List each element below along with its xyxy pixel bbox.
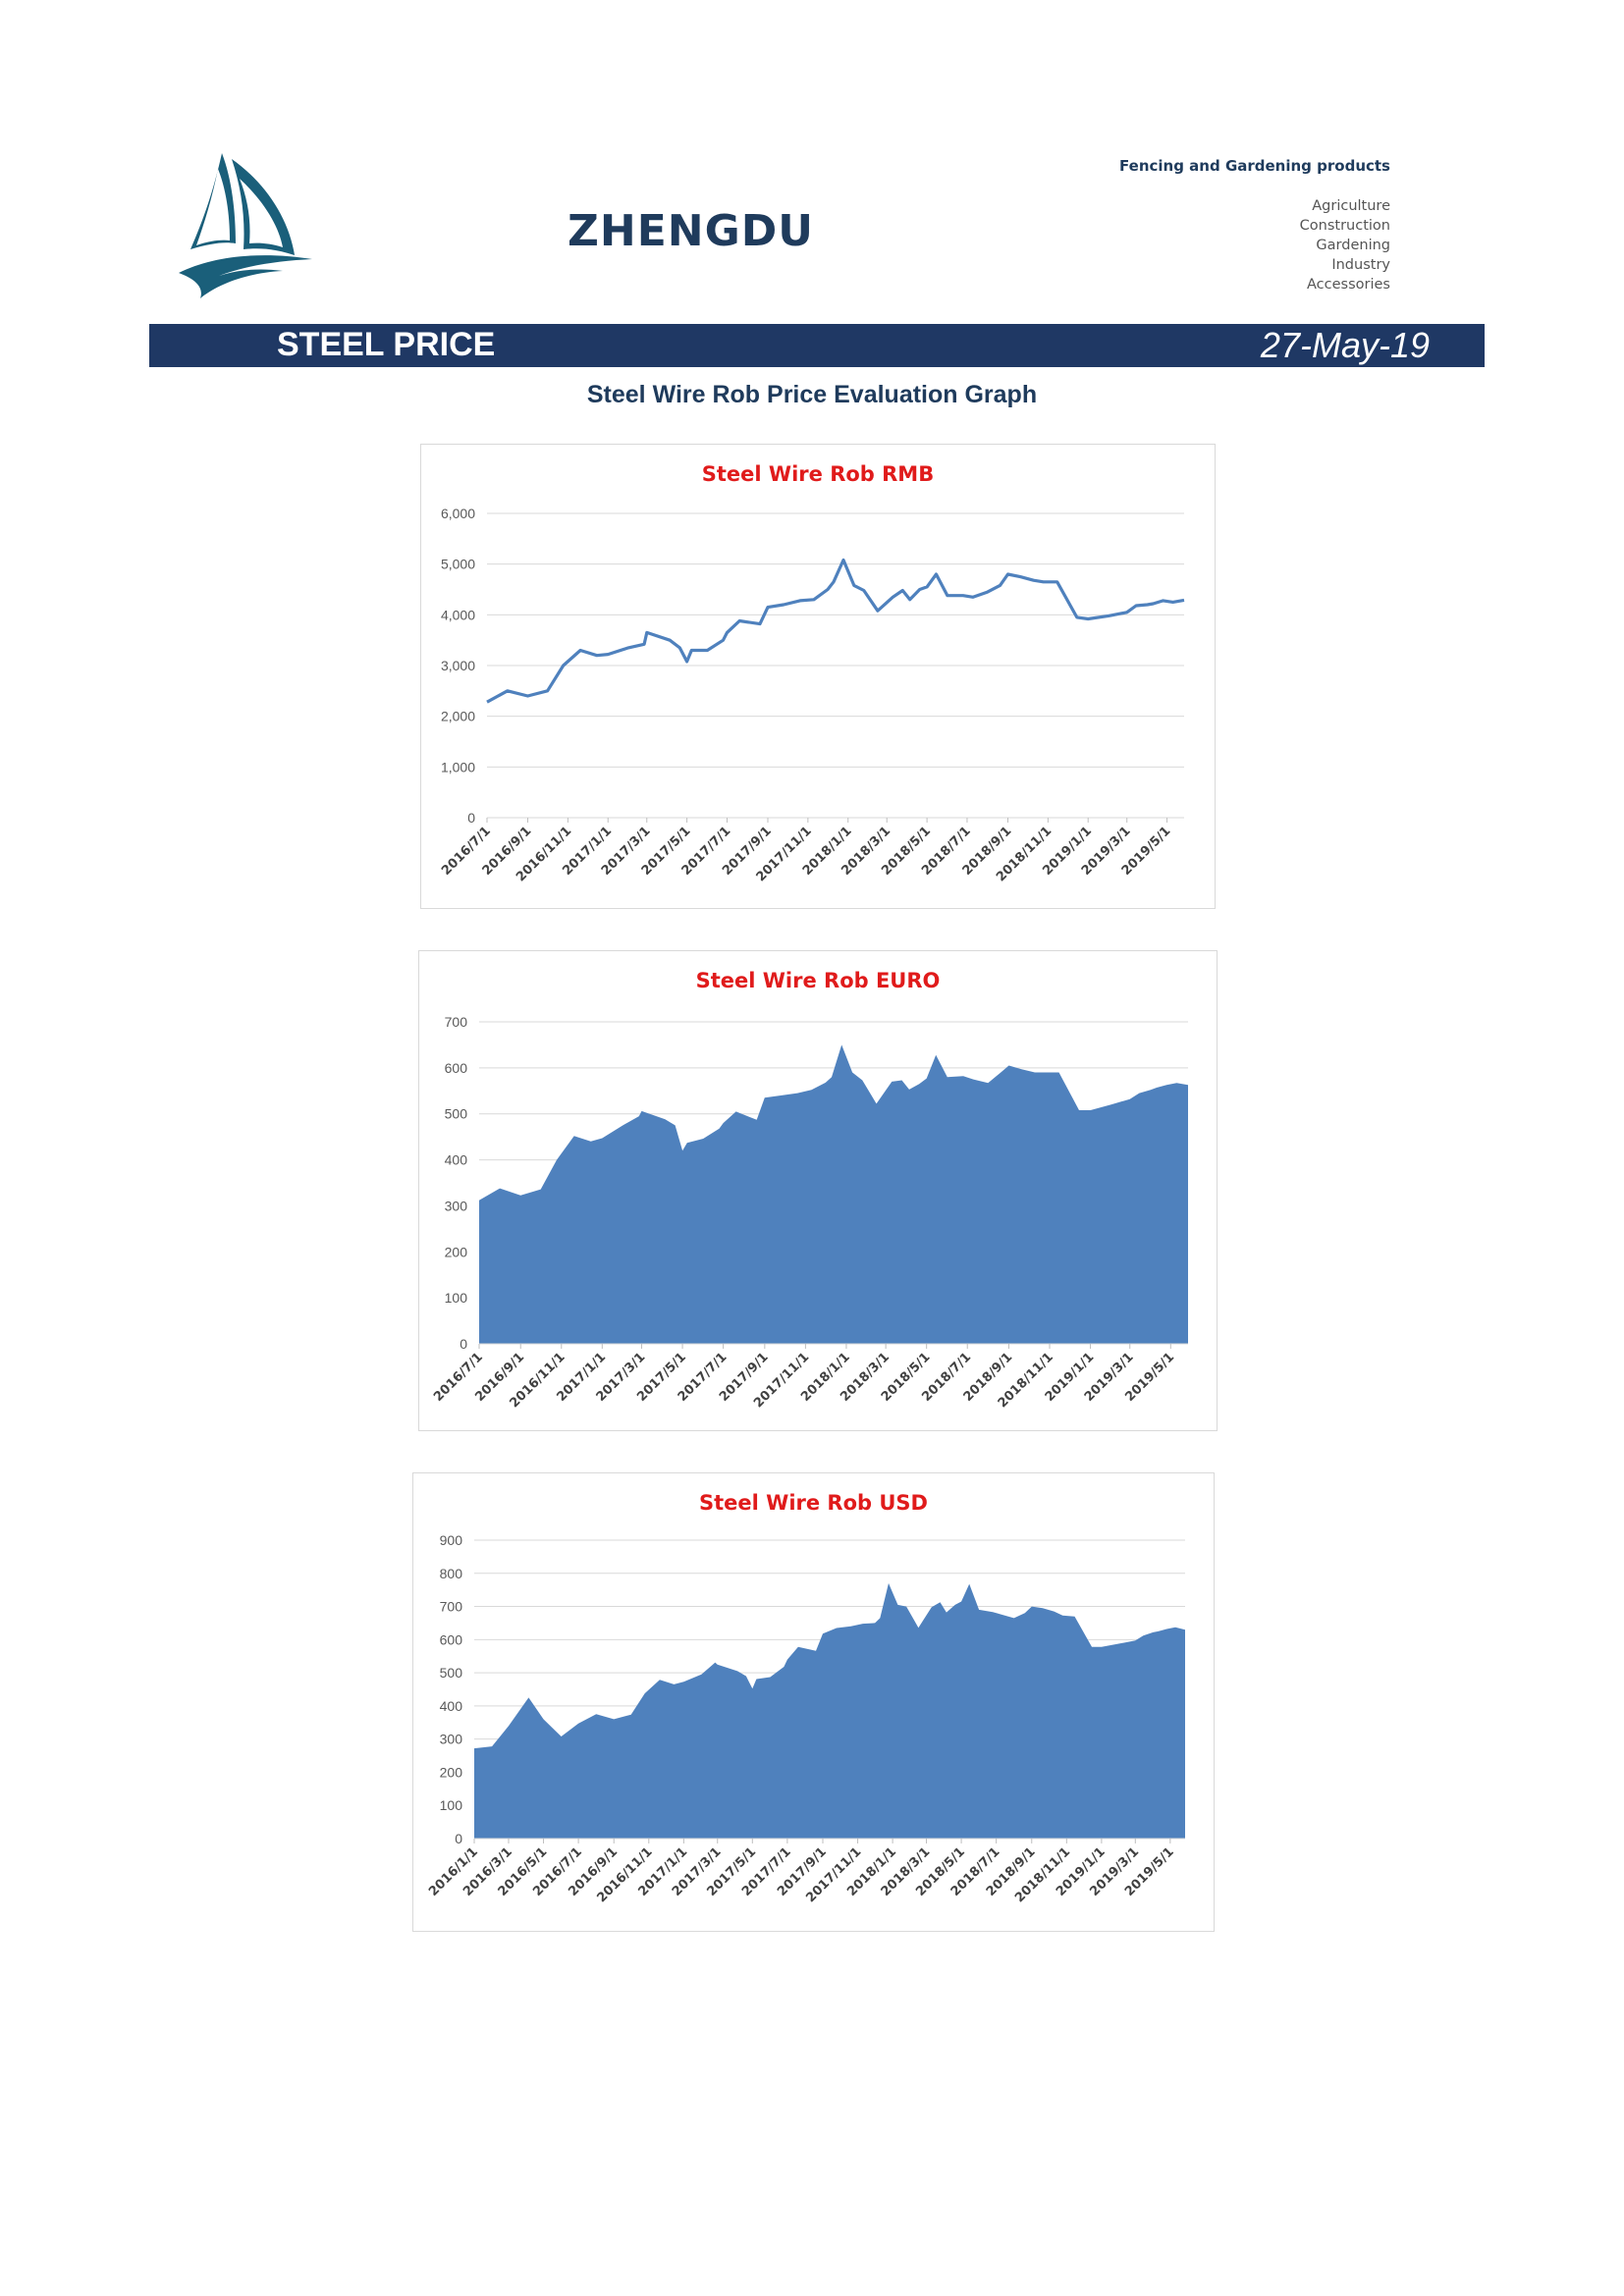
zhengdu-sailboat-logo xyxy=(179,153,312,298)
brand-name: ZHENGDU xyxy=(568,206,814,256)
y-tick-label: 300 xyxy=(445,1198,468,1213)
chart-title: Steel Wire Rob USD xyxy=(699,1491,928,1515)
sector-item: Gardening xyxy=(1316,238,1390,253)
chart-rmb: Steel Wire Rob RMB 0 1,000 2,000 3,000 4,000… xyxy=(420,444,1216,909)
chart-rmb-plot: 01,0002,0003,0004,0005,0006,0002016/7/12… xyxy=(439,506,1185,884)
y-tick-label: 3,000 xyxy=(441,658,475,673)
y-tick-label: 400 xyxy=(440,1698,463,1714)
series-line xyxy=(486,558,1185,704)
y-tick-label: 300 xyxy=(440,1732,463,1747)
y-tick-label: 4,000 xyxy=(441,607,475,622)
chart-usd-plot: 01002003004005006007008009002016/1/12016… xyxy=(426,1532,1185,1905)
y-tick-label: 100 xyxy=(440,1797,463,1813)
y-tick-label: 700 xyxy=(440,1599,463,1615)
banner-title: STEEL PRICE xyxy=(277,326,496,363)
logo-waves xyxy=(179,255,312,298)
y-tick-label: 2,000 xyxy=(441,709,475,724)
y-tick-label: 200 xyxy=(440,1764,463,1780)
y-tick-label: 800 xyxy=(440,1566,463,1581)
y-tick-label: 900 xyxy=(440,1532,463,1548)
series-area xyxy=(479,1044,1188,1344)
y-tick-label: 200 xyxy=(445,1244,468,1259)
series-area xyxy=(474,1582,1185,1839)
y-tick-label: 0 xyxy=(455,1831,462,1846)
chart-usd: Steel Wire Rob USD 0 100 200 300 400 500 600 70… xyxy=(412,1472,1215,1932)
y-tick-label: 5,000 xyxy=(441,557,475,572)
y-tick-label: 100 xyxy=(445,1290,468,1306)
banner-date: 27-May-19 xyxy=(1260,325,1430,365)
chart-euro: Steel Wire Rob EURO 0 100 200 300 400 500 600 7… xyxy=(418,950,1218,1431)
y-tick-label: 0 xyxy=(467,810,475,826)
tagline: Fencing and Gardening products xyxy=(1119,157,1390,175)
y-tick-label: 600 xyxy=(440,1631,463,1647)
y-tick-label: 400 xyxy=(445,1152,468,1168)
y-tick-label: 0 xyxy=(460,1336,467,1352)
y-tick-label: 500 xyxy=(445,1106,468,1122)
steel-price-banner: STEEL PRICE 27-May-19 xyxy=(149,324,1485,367)
sector-list: Agriculture Construction Gardening Indus… xyxy=(1300,196,1390,294)
y-tick-label: 700 xyxy=(445,1014,468,1030)
chart-euro-plot: 01002003004005006007002016/7/12016/9/120… xyxy=(431,1014,1188,1411)
sector-item: Accessories xyxy=(1307,277,1390,293)
y-tick-label: 600 xyxy=(445,1060,468,1076)
y-tick-label: 1,000 xyxy=(441,759,475,774)
sector-item: Construction xyxy=(1299,218,1390,234)
sector-item: Agriculture xyxy=(1312,198,1390,214)
sector-item: Industry xyxy=(1331,257,1390,273)
chart-title: Steel Wire Rob EURO xyxy=(695,969,941,992)
y-tick-label: 500 xyxy=(440,1665,463,1681)
chart-title: Steel Wire Rob RMB xyxy=(701,462,935,486)
y-tick-label: 6,000 xyxy=(441,506,475,521)
graph-heading: Steel Wire Rob Price Evaluation Graph xyxy=(586,381,1038,408)
